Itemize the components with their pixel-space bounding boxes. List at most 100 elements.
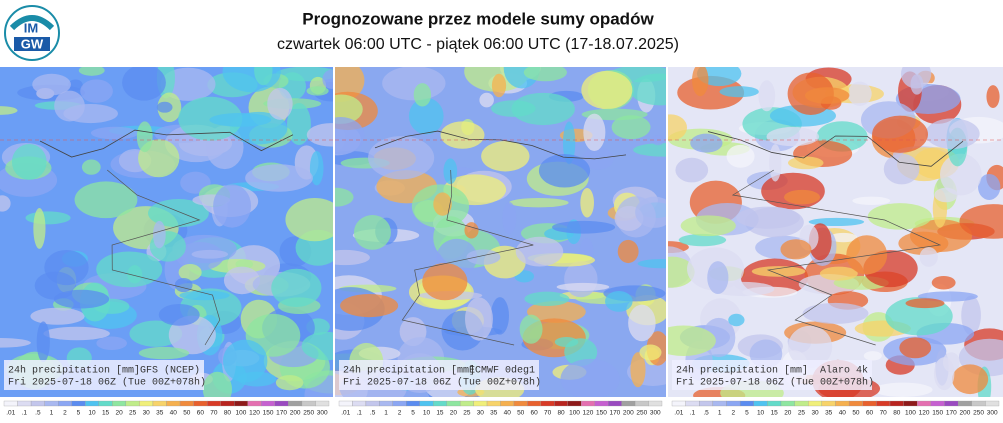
precip-area [639,344,662,361]
precip-area [617,239,639,264]
legend-swatch [139,400,154,407]
legend-label: 60 [197,410,205,417]
legend-swatch [581,400,595,407]
legend-swatch [71,400,86,407]
precip-area [931,275,956,290]
legend-swatch [699,400,714,407]
caption-box [339,360,539,390]
precip-area [633,143,666,157]
legend-swatch [3,400,18,407]
model-name: ECMWF 0deg1 [469,365,535,377]
subtitle: czwartek 06:00 UTC - piątek 06:00 UTC (1… [277,36,679,53]
precip-area [552,220,616,234]
caption: 24h precipitation [mm] [8,365,140,377]
precip-area [287,103,311,146]
legend-swatch [821,400,836,407]
legend-swatch [459,400,474,407]
precip-area [340,294,399,318]
legend-label: 250 [303,410,314,417]
precip-area [335,187,354,207]
legend-label: .1 [356,410,362,417]
legend-label: 120 [919,410,930,417]
legend-swatch [917,400,932,407]
precip-area [819,266,858,281]
precip-area [562,121,576,165]
legend-label: 70 [880,410,888,417]
legend-swatch [848,400,863,407]
precip-area [32,73,71,96]
model-name: GFS (NCEP) [140,365,200,377]
legend-swatch [794,400,809,407]
legend-label: 15 [436,410,444,417]
coastline [707,131,964,167]
legend-label: 5 [77,410,81,417]
title: Prognozowane przez modele sumy opadów [302,9,654,28]
legend-swatch [98,400,113,407]
legend-swatch [419,400,434,407]
legend-swatch [220,400,235,407]
precip-area [174,277,193,293]
legend-label: 70 [210,410,218,417]
legend-swatch [739,400,754,407]
legend-swatch [17,400,32,407]
legend-label: 35 [156,410,164,417]
legend-label: 200 [290,410,301,417]
precip-area [245,164,313,192]
legend-swatch [315,400,330,407]
precip-area [788,325,833,368]
precip-area [978,173,1001,200]
legend-swatch [486,400,501,407]
coastline [374,130,627,160]
legend-label: 70 [544,410,552,417]
legend-label: 5 [745,410,749,417]
precip-area [138,346,190,360]
precip-area [707,261,729,295]
precip-area [122,67,166,101]
legend-label: 200 [623,410,634,417]
precip-area [668,325,716,356]
legend-label: 300 [317,410,328,417]
precip-area [306,86,329,96]
legend-swatch [985,400,1000,407]
legend-label: 80 [557,410,565,417]
precip-area [900,67,932,89]
legend-label: 80 [893,410,901,417]
precip-area [33,208,46,249]
legend-label: 35 [825,410,833,417]
precip-area [152,220,166,249]
precip-area [939,153,982,196]
legend-swatch [780,400,795,407]
precip-area [690,133,723,153]
precip-area [867,203,932,230]
precip-area [784,189,821,205]
legend-swatch [193,400,208,407]
legend-label: 300 [650,410,661,417]
legend-label: 100 [905,410,916,417]
legend-swatch [540,400,555,407]
legend-swatch [58,400,72,407]
map-panel [335,67,666,397]
precip-area [335,117,365,155]
legend-label: 250 [636,410,647,417]
precip-area [209,113,272,127]
legend-label: 120 [249,410,260,417]
legend-swatch [44,400,59,407]
legend-swatch [274,400,289,407]
caption: 24h precipitation [mm] [343,365,475,377]
legend-swatch [971,400,986,407]
precip-area [509,198,569,208]
legend-swatch [30,400,45,407]
precip-area [25,211,71,225]
precip-area [905,298,945,309]
precip-area [959,204,1003,239]
legend-label: 50 [183,410,191,417]
precip-area [769,144,782,182]
precip-area [413,83,432,107]
legend-label: .01 [341,410,350,417]
precip-area [581,70,633,110]
legend-swatch [726,400,741,407]
precip-area [899,337,932,359]
precip-area [728,313,745,327]
legend-swatch [338,400,353,407]
